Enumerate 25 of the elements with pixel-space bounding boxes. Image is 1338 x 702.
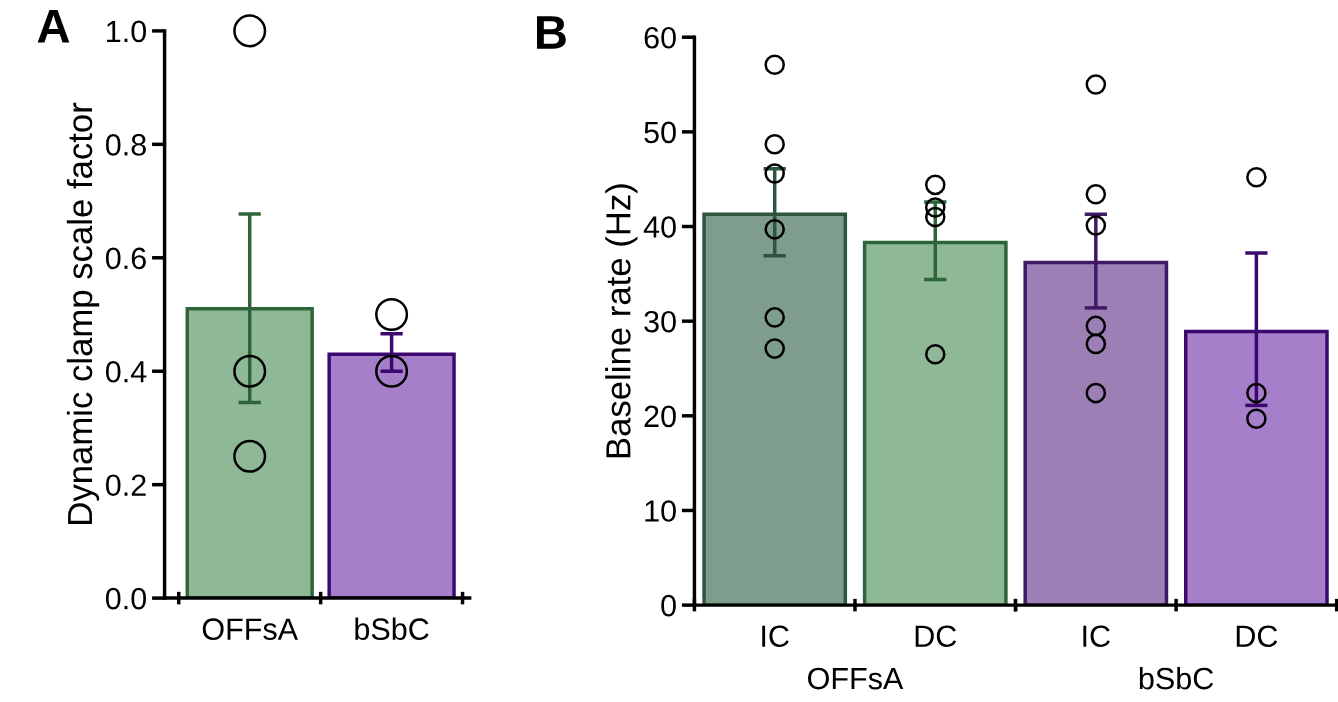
x-tick-label: bSbC — [355, 617, 429, 640]
y-tick-label: 0 — [661, 594, 676, 617]
y-tick-label: 30 — [644, 310, 676, 333]
y-tick-label: 60 — [644, 26, 676, 49]
chart-title: A — [37, 9, 70, 43]
x-tick-label: DC — [1236, 625, 1278, 648]
x-tick-label: OFFsA — [202, 618, 299, 640]
chart-title: B — [537, 16, 566, 49]
y-tick-label: 1.0 — [107, 20, 147, 43]
y-tick-label: 10 — [645, 500, 676, 522]
y-tick-label: 0.4 — [105, 360, 147, 383]
x-tick-label: IC — [762, 625, 789, 648]
y-tick-label: 0.8 — [105, 134, 146, 156]
y-tick-label: 0.0 — [105, 587, 147, 610]
y-tick-label: 20 — [644, 405, 676, 428]
y-tick-label: 50 — [644, 121, 676, 144]
x-tick-label: IC — [1083, 625, 1110, 648]
y-tick-label: 40 — [643, 216, 676, 238]
y-axis-title: Dynamic clamp scale factor — [66, 102, 100, 524]
y-tick-label: 0.6 — [105, 247, 146, 270]
x-tick-label: DC — [915, 625, 957, 648]
x-axis-title: OFFsA — [808, 667, 904, 690]
x-axis-title: bSbC — [1139, 666, 1214, 690]
y-tick-label: 0.2 — [105, 474, 146, 497]
y-axis-title: Baseline rate (Hz) — [605, 184, 638, 458]
